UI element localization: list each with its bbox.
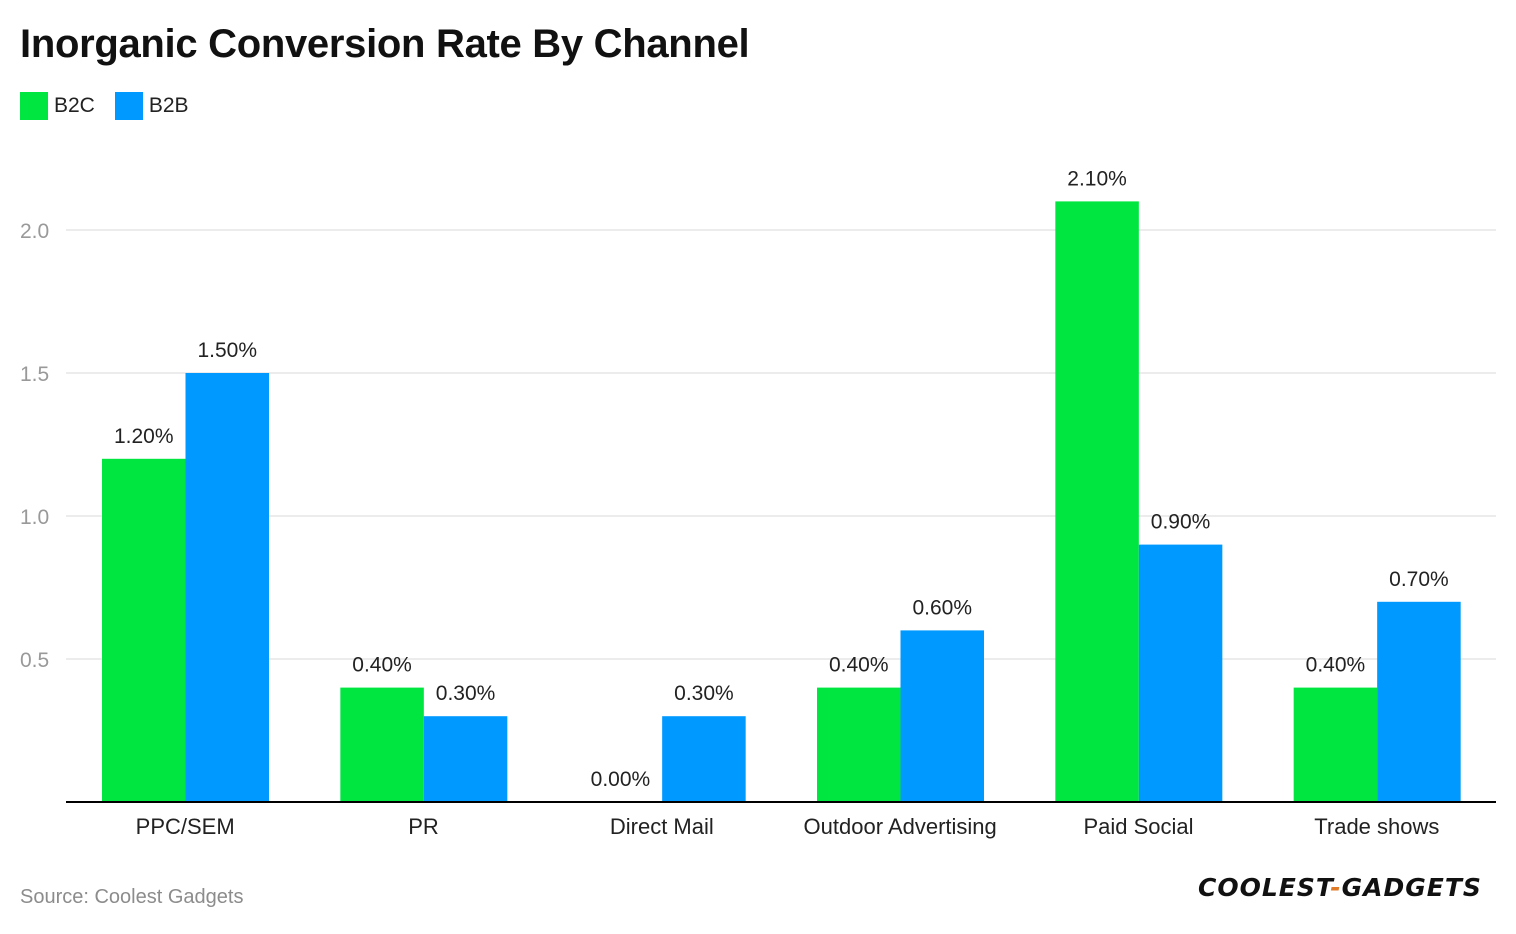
data-label-b2c-0: 1.20% — [114, 425, 174, 448]
legend-label-b2b: B2B — [148, 94, 189, 117]
x-tick-label-5: Trade shows — [1314, 814, 1439, 839]
legend-swatch-b2c — [20, 92, 48, 120]
bar-b2b-1 — [423, 716, 508, 802]
x-tick-label-4: Paid Social — [1083, 814, 1193, 839]
bar-b2b-3 — [900, 630, 984, 802]
bar-b2c-3 — [817, 687, 901, 802]
data-label-b2b-3: 0.60% — [912, 596, 972, 619]
legend: B2C B2B — [20, 92, 209, 120]
y-tick-label-1: 1.0 — [20, 506, 49, 529]
legend-item-b2b: B2B — [114, 92, 189, 120]
data-label-b2b-1: 0.30% — [436, 682, 496, 705]
bar-b2c-1 — [340, 687, 424, 802]
y-tick-label-0: 0.5 — [20, 649, 49, 672]
data-label-b2b-4: 0.90% — [1151, 511, 1211, 534]
y-tick-label-2: 1.5 — [20, 363, 49, 386]
data-label-b2c-1: 0.40% — [352, 654, 412, 677]
legend-label-b2c: B2C — [54, 94, 95, 117]
data-label-b2c-5: 0.40% — [1306, 654, 1366, 677]
data-label-b2b-5: 0.70% — [1389, 568, 1449, 591]
data-label-b2c-4: 2.10% — [1067, 167, 1127, 190]
x-tick-label-0: PPC/SEM — [136, 814, 235, 839]
bar-b2c-4 — [1055, 201, 1139, 802]
data-label-b2c-3: 0.40% — [829, 654, 889, 677]
bar-b2b-5 — [1377, 601, 1461, 802]
bar-b2b-0 — [185, 373, 269, 802]
bar-b2b-2 — [662, 716, 746, 802]
x-tick-label-1: PR — [408, 814, 439, 839]
coolest-gadgets-logo: COOLEST-GADGETS — [1198, 873, 1482, 902]
data-label-b2b-2: 0.30% — [674, 682, 734, 705]
logo-word-right: GADGETS — [1341, 873, 1482, 902]
bar-b2b-4 — [1138, 544, 1223, 802]
logo-word-left: COOLEST — [1198, 873, 1331, 902]
x-tick-label-2: Direct Mail — [610, 814, 714, 839]
bar-b2c-5 — [1293, 687, 1378, 802]
legend-swatch-b2b — [114, 92, 143, 120]
x-tick-label-3: Outdoor Advertising — [804, 814, 997, 839]
legend-item-b2c: B2C — [20, 92, 95, 120]
source-note: Source: Coolest Gadgets — [20, 886, 244, 908]
chart-title: Inorganic Conversion Rate By Channel — [20, 22, 750, 66]
y-tick-label-3: 2.0 — [20, 220, 49, 243]
logo-dash: - — [1330, 873, 1342, 902]
data-label-b2b-0: 1.50% — [197, 339, 257, 362]
bar-b2c-0 — [102, 458, 186, 802]
data-label-b2c-2: 0.00% — [591, 768, 651, 791]
